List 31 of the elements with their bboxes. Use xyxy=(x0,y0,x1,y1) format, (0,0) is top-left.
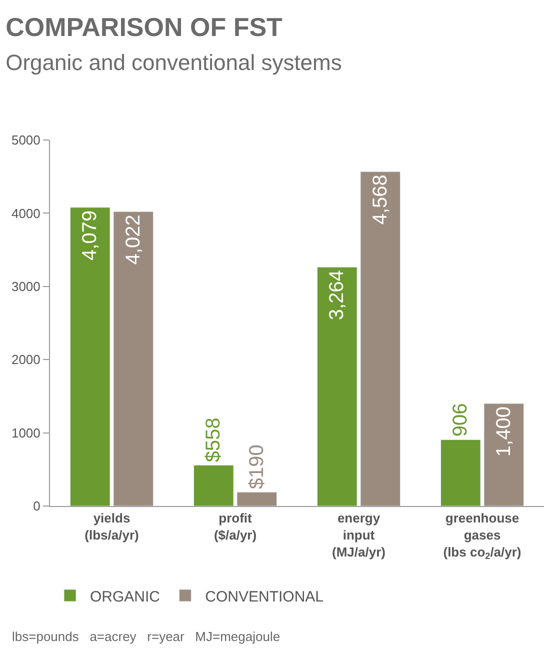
y-tick-label: 1000 xyxy=(11,425,40,440)
x-tick-label: yields (lbs/a/yr) xyxy=(84,510,139,542)
y-tick-label: 3000 xyxy=(11,278,40,294)
x-tick-label: profit ($/a/yr) xyxy=(214,510,257,542)
bar xyxy=(113,211,154,506)
data-label: 3,264 xyxy=(326,270,348,320)
data-label: 4,022 xyxy=(122,214,144,265)
x-tick-label: greenhouse gases (lbs co$_{2}$/a/yr) xyxy=(443,510,522,562)
bar xyxy=(236,492,277,506)
data-label: 906 xyxy=(450,403,472,437)
y-tick-label: 4000 xyxy=(11,206,40,221)
bar xyxy=(194,464,234,506)
bar xyxy=(360,171,400,506)
chart-title: COMPARISON OF FST xyxy=(6,12,283,42)
bar xyxy=(484,403,524,506)
bar xyxy=(70,207,110,506)
data-label: 4,568 xyxy=(369,174,392,225)
bar xyxy=(440,439,481,506)
data-label: $558 xyxy=(202,418,225,462)
data-label: 1,400 xyxy=(492,406,515,457)
x-tick-label: energy input (MJ/a/yr) xyxy=(332,510,386,560)
y-tick-label: 5000 xyxy=(11,132,40,148)
bar xyxy=(317,266,358,506)
data-label: 4,079 xyxy=(79,210,102,260)
y-tick-label: 0 xyxy=(33,498,40,514)
y-tick-label: 2000 xyxy=(11,352,40,368)
legend-label: CONVENTIONAL xyxy=(205,588,324,606)
chart-subtitle: Organic and conventional systems xyxy=(6,50,342,75)
text: lbs=pounds a=acrey r=year MJ=megajoule xyxy=(12,629,280,644)
data-label: $190 xyxy=(246,444,268,490)
legend-label: ORGANIC xyxy=(90,588,160,606)
